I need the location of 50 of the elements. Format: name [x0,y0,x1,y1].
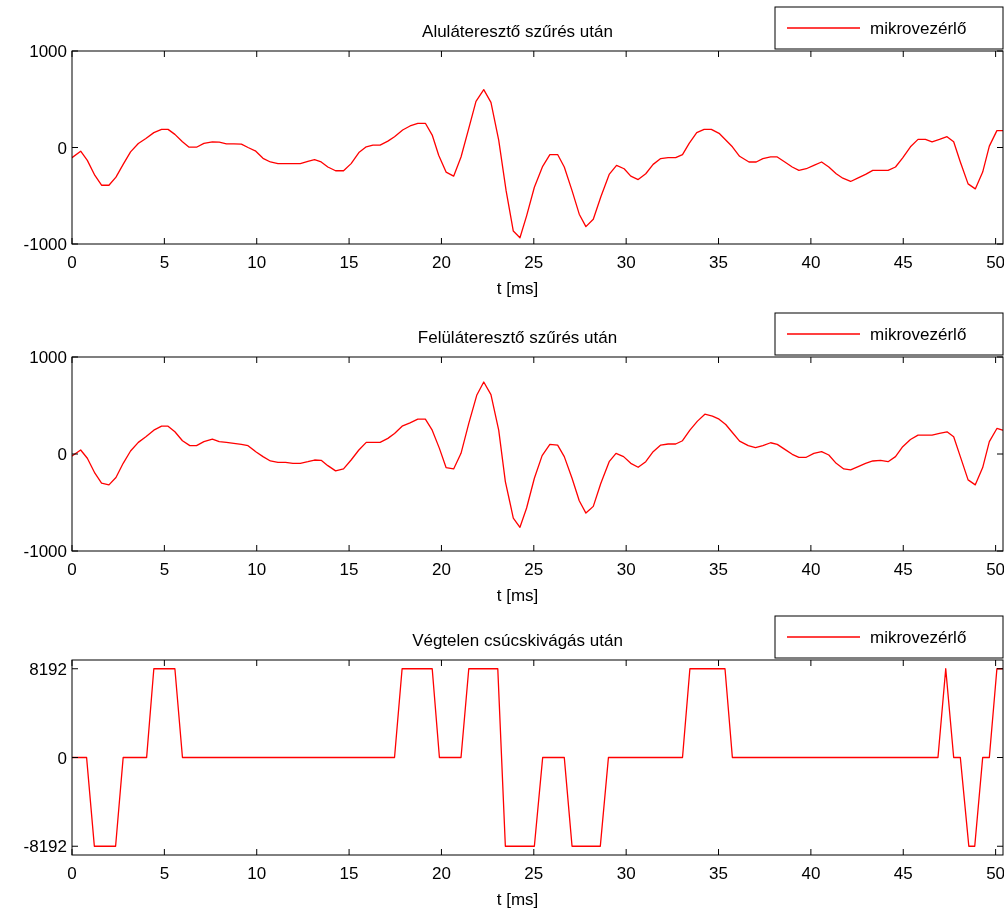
x-tick-label: 15 [339,253,359,272]
x-tick-label: 10 [247,560,267,579]
line-series [72,381,1003,528]
x-tick-label: 50 [986,864,1004,883]
x-tick-label: 25 [524,253,544,272]
x-tick-label: 30 [616,253,636,272]
x-tick-label: 45 [893,864,913,883]
x-tick-label: 20 [431,253,451,272]
x-tick-label: 40 [801,560,821,579]
x-tick-label: 20 [431,560,451,579]
x-tick-label: 30 [616,560,636,579]
y-tick-label: -8192 [23,837,67,857]
legend-label: mikrovezérlő [870,628,967,647]
x-tick-label: 5 [159,560,170,579]
line-series [72,88,1003,239]
y-tick-label: 1000 [29,42,67,61]
x-tick-label: 50 [986,253,1004,272]
x-tick-label: 15 [339,560,359,579]
y-tick-label: 0 [57,138,67,158]
x-tick-label: 30 [616,864,636,883]
x-tick-label: 35 [709,560,728,579]
x-tick-label: 20 [431,864,451,883]
y-tick-label: 8192 [29,659,67,679]
x-axis-title: t [ms] [496,279,539,298]
x-tick-label: 40 [801,864,821,883]
x-tick-label: 50 [986,560,1004,579]
y-tick-label: 0 [57,445,67,464]
legend-label: mikrovezérlő [870,19,967,38]
y-tick-label: -1000 [23,542,67,561]
y-tick-label: 0 [57,748,67,768]
y-tick-label: 1000 [29,348,67,367]
x-tick-label: 45 [893,253,913,272]
x-tick-label: 35 [709,864,728,883]
x-axis-title: t [ms] [496,586,539,605]
chart-title: Aluláteresztő szűrés után [422,22,613,41]
x-tick-label: 35 [709,253,728,272]
y-tick-label: -1000 [23,235,67,254]
x-axis-title: t [ms] [496,890,539,909]
x-tick-label: 10 [247,864,267,883]
x-tick-label: 10 [247,253,267,272]
x-tick-label: 15 [339,864,359,883]
chart-title: Végtelen csúcskivágás után [412,631,623,650]
x-tick-label: 5 [159,253,170,272]
chart-title: Felüláteresztő szűrés után [417,328,618,347]
x-tick-label: 45 [893,560,913,579]
x-tick-label: 40 [801,253,821,272]
x-tick-label: 25 [524,864,544,883]
legend-label: mikrovezérlő [870,325,967,344]
x-tick-label: 25 [524,560,544,579]
x-tick-label: 5 [159,864,170,883]
